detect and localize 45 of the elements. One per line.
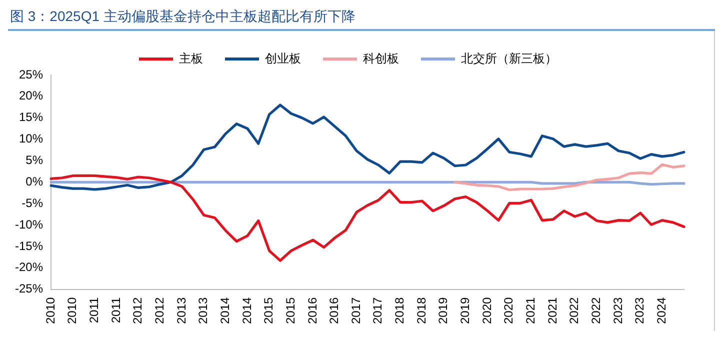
x-tick-label: 2022 [589, 296, 604, 324]
y-tick-label: 20% [18, 88, 44, 103]
y-tick-label: -15% [15, 238, 44, 253]
y-tick-label: 5% [26, 153, 44, 168]
x-tick-label: 2016 [327, 296, 342, 324]
y-tick-label: -20% [15, 260, 44, 274]
x-tick-label: 2013 [174, 296, 188, 324]
x-tick-label: 2023 [610, 296, 625, 324]
x-tick-label: 2013 [196, 296, 210, 324]
x-tick-label: 2012 [130, 296, 145, 324]
y-tick-label: -25% [15, 282, 44, 296]
x-tick-label: 2020 [480, 296, 494, 324]
x-tick-label: 2021 [524, 296, 538, 324]
y-tick-label: -5% [22, 196, 44, 210]
legend-label: 科创板 [363, 51, 399, 66]
x-tick-label: 2018 [392, 296, 407, 324]
x-tick-label: 2017 [348, 296, 363, 324]
y-tick-label: 0% [26, 174, 44, 188]
legend-label: 创业板 [265, 51, 301, 66]
x-tick-label: 2014 [218, 296, 232, 324]
chart-title: 图 3：2025Q1 主动偏股基金持仓中主板超配比有所下降 [8, 8, 715, 31]
x-tick-label: 2020 [502, 296, 516, 324]
y-tick-label: 15% [18, 110, 44, 124]
x-tick-label: 2012 [152, 296, 166, 324]
x-tick-label: 2019 [436, 296, 450, 324]
y-tick-label: 10% [18, 132, 44, 146]
x-tick-label: 2010 [43, 296, 58, 324]
x-tick-label: 2024 [654, 296, 668, 324]
x-tick-label: 2011 [86, 296, 101, 324]
x-tick-label: 2015 [262, 296, 276, 324]
x-tick-label: 2015 [283, 296, 298, 324]
x-tick-label: 2014 [240, 296, 254, 324]
x-tick-label: 2017 [370, 296, 385, 324]
legend-label: 主板 [179, 51, 203, 66]
x-tick-label: 2018 [414, 296, 428, 324]
x-tick-label: 2022 [567, 296, 582, 324]
legend-label: 北交所（新三板） [461, 51, 557, 66]
x-tick-label: 2023 [632, 296, 647, 324]
x-tick-label: 2021 [545, 296, 560, 324]
x-tick-label: 2019 [458, 296, 472, 324]
y-tick-label: -10% [15, 217, 44, 232]
x-tick-label: 2011 [108, 296, 123, 324]
x-tick-label: 2016 [305, 296, 320, 324]
x-tick-label: 2010 [65, 296, 80, 324]
y-tick-label: 25% [18, 67, 44, 82]
